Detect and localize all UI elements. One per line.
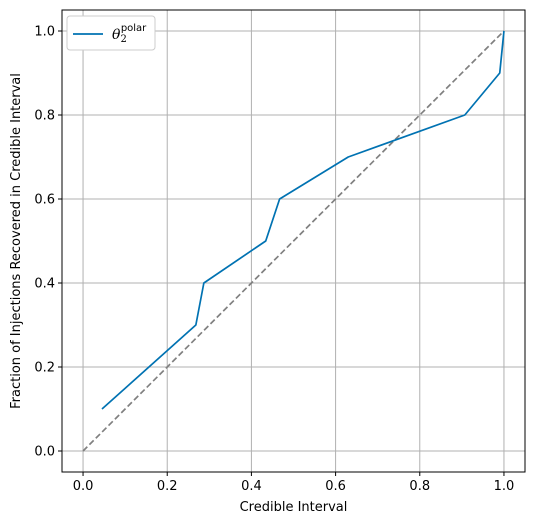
y-tick-label: 1.0 [34, 25, 55, 40]
y-tick-label: 0.8 [34, 109, 55, 124]
legend-label-subscript: 2 [120, 34, 126, 45]
legend-label-base: θ [112, 27, 121, 43]
plot-frame [61, 9, 526, 473]
grid [62, 10, 525, 472]
y-axis-label: Fraction of Injections Recovered in Cred… [9, 73, 24, 409]
plot-lines [82, 30, 505, 452]
x-tick-label: 0.0 [73, 479, 94, 494]
x-tick-label: 0.6 [325, 479, 346, 494]
reference-diagonal-line [82, 30, 505, 452]
x-tick-label: 0.4 [241, 479, 262, 494]
x-tick-label: 0.8 [409, 479, 430, 494]
y-tick-label: 0.6 [34, 193, 55, 208]
y-tick-label: 0.2 [34, 361, 55, 376]
y-axis-ticks: 0.0 0.2 0.4 0.6 0.8 1.0 [34, 25, 62, 460]
legend: θ2polar [66, 15, 156, 51]
legend-box [66, 15, 156, 51]
legend-entry-label: θ2polar [112, 23, 147, 45]
x-tick-label: 0.2 [157, 479, 178, 494]
x-tick-label: 1.0 [494, 479, 515, 494]
x-axis-label: Credible Interval [240, 500, 348, 515]
legend-label-superscript: polar [121, 23, 147, 34]
series-line-0 [101, 30, 505, 410]
y-tick-label: 0.4 [34, 277, 55, 292]
x-axis-ticks: 0.0 0.2 0.4 0.6 0.8 1.0 [73, 472, 515, 494]
y-tick-label: 0.0 [34, 445, 55, 460]
